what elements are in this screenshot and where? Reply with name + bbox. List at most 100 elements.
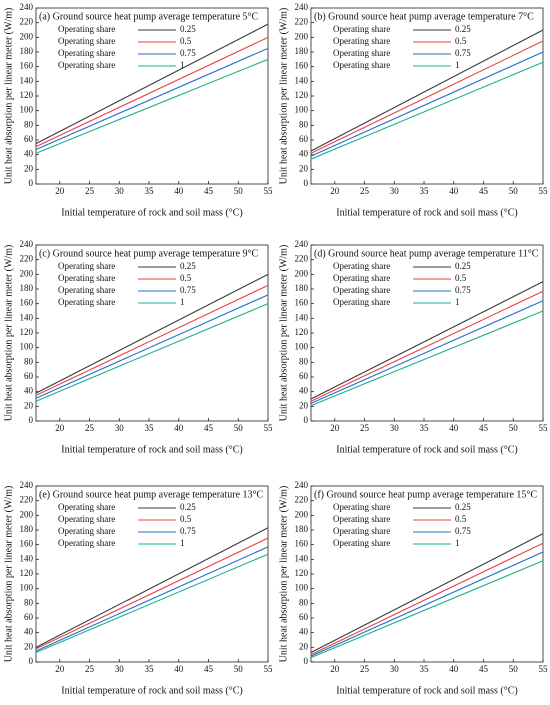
y-tick-label: 140 bbox=[20, 75, 34, 85]
x-axis-label: Initial temperature of rock and soil mas… bbox=[336, 444, 517, 455]
legend-share: 0.25 bbox=[455, 502, 471, 512]
legend-share: 0.5 bbox=[455, 514, 467, 524]
series-line bbox=[35, 47, 269, 151]
x-tick-label: 30 bbox=[115, 423, 125, 433]
legend-label: Operating share bbox=[58, 24, 115, 34]
y-tick-label: 100 bbox=[20, 583, 34, 593]
legend-label: Operating share bbox=[333, 60, 390, 70]
x-tick-label: 20 bbox=[55, 423, 65, 433]
legend-label: Operating share bbox=[333, 273, 390, 283]
legend-label: Operating share bbox=[58, 538, 115, 548]
y-tick-label: 220 bbox=[20, 17, 34, 27]
y-tick-label: 80 bbox=[299, 119, 309, 129]
y-tick-label: 60 bbox=[24, 612, 34, 622]
series-line bbox=[310, 40, 544, 154]
y-axis-label: Unit heat absorption per linear meter (W… bbox=[278, 245, 289, 422]
y-tick-label: 140 bbox=[295, 312, 309, 322]
chart-title: (d) Ground source heat pump average temp… bbox=[314, 248, 539, 259]
y-axis-label: Unit heat absorption per linear meter (W… bbox=[278, 486, 289, 663]
y-tick-label: 220 bbox=[295, 495, 309, 505]
x-tick-label: 45 bbox=[204, 423, 214, 433]
legend-label: Operating share bbox=[58, 273, 115, 283]
x-tick-label: 30 bbox=[390, 423, 400, 433]
series-line bbox=[310, 29, 544, 152]
y-axis-label: Unit heat absorption per linear meter (W… bbox=[3, 486, 14, 663]
y-tick-label: 100 bbox=[20, 105, 34, 115]
y-tick-label: 140 bbox=[295, 553, 309, 563]
x-tick-label: 25 bbox=[85, 423, 95, 433]
y-tick-label: 40 bbox=[299, 627, 309, 637]
y-tick-label: 240 bbox=[20, 239, 34, 249]
y-tick-label: 80 bbox=[299, 356, 309, 366]
x-tick-label: 50 bbox=[509, 664, 519, 674]
y-tick-label: 240 bbox=[20, 480, 34, 490]
legend-share: 0.5 bbox=[180, 514, 192, 524]
legend-share: 0.75 bbox=[455, 48, 471, 58]
x-tick-label: 45 bbox=[479, 423, 489, 433]
y-tick-label: 220 bbox=[20, 254, 34, 264]
x-tick-label: 30 bbox=[390, 664, 400, 674]
legend-label: Operating share bbox=[333, 48, 390, 58]
legend-share: 1 bbox=[455, 538, 460, 548]
legend-share: 0.75 bbox=[180, 285, 196, 295]
x-tick-label: 45 bbox=[204, 186, 214, 196]
legend-label: Operating share bbox=[333, 502, 390, 512]
y-tick-label: 100 bbox=[295, 342, 309, 352]
x-tick-label: 40 bbox=[174, 423, 184, 433]
x-tick-label: 25 bbox=[360, 186, 370, 196]
x-tick-label: 25 bbox=[85, 186, 95, 196]
chart-title: (b) Ground source heat pump average temp… bbox=[314, 11, 534, 22]
series-line bbox=[35, 537, 269, 650]
legend-label: Operating share bbox=[333, 36, 390, 46]
series-line bbox=[35, 284, 269, 396]
legend-share: 0.25 bbox=[180, 261, 196, 271]
x-tick-label: 50 bbox=[509, 423, 519, 433]
x-axis-label: Initial temperature of rock and soil mas… bbox=[61, 207, 242, 218]
x-tick-label: 40 bbox=[449, 423, 459, 433]
y-tick-label: 180 bbox=[295, 524, 309, 534]
x-tick-label: 20 bbox=[330, 664, 340, 674]
legend-label: Operating share bbox=[58, 60, 115, 70]
series-line bbox=[310, 533, 544, 653]
y-tick-label: 40 bbox=[299, 386, 309, 396]
legend-label: Operating share bbox=[58, 36, 115, 46]
legend-share: 0.75 bbox=[455, 526, 471, 536]
y-tick-label: 0 bbox=[29, 656, 34, 666]
x-tick-label: 55 bbox=[539, 186, 549, 196]
series-line bbox=[35, 36, 269, 148]
series-line bbox=[310, 551, 544, 657]
plot-frame bbox=[310, 485, 544, 663]
chart-title: (c) Ground source heat pump average temp… bbox=[39, 248, 259, 259]
legend-label: Operating share bbox=[58, 526, 115, 536]
y-tick-label: 120 bbox=[295, 327, 309, 337]
y-tick-label: 120 bbox=[295, 90, 309, 100]
y-tick-label: 20 bbox=[24, 163, 34, 173]
x-tick-label: 30 bbox=[390, 186, 400, 196]
y-axis-label: Unit heat absorption per linear meter (W… bbox=[278, 8, 289, 185]
x-tick-label: 40 bbox=[449, 664, 459, 674]
y-tick-label: 220 bbox=[295, 17, 309, 27]
y-tick-label: 80 bbox=[24, 597, 34, 607]
y-tick-label: 240 bbox=[295, 480, 309, 490]
y-tick-label: 60 bbox=[24, 134, 34, 144]
y-tick-label: 200 bbox=[20, 268, 34, 278]
y-tick-label: 60 bbox=[299, 612, 309, 622]
series-line bbox=[310, 310, 544, 407]
plot-frame bbox=[35, 244, 269, 422]
y-tick-label: 140 bbox=[20, 553, 34, 563]
y-tick-label: 220 bbox=[295, 254, 309, 264]
legend-label: Operating share bbox=[58, 297, 115, 307]
y-tick-label: 160 bbox=[20, 539, 34, 549]
y-tick-label: 60 bbox=[299, 134, 309, 144]
y-tick-label: 80 bbox=[24, 356, 34, 366]
x-tick-label: 35 bbox=[420, 423, 430, 433]
x-tick-label: 20 bbox=[55, 186, 65, 196]
legend-label: Operating share bbox=[58, 48, 115, 58]
legend-label: Operating share bbox=[333, 285, 390, 295]
legend-share: 0.5 bbox=[455, 273, 467, 283]
y-tick-label: 160 bbox=[295, 539, 309, 549]
y-tick-label: 40 bbox=[24, 149, 34, 159]
x-tick-label: 45 bbox=[479, 664, 489, 674]
series-line bbox=[35, 294, 269, 399]
